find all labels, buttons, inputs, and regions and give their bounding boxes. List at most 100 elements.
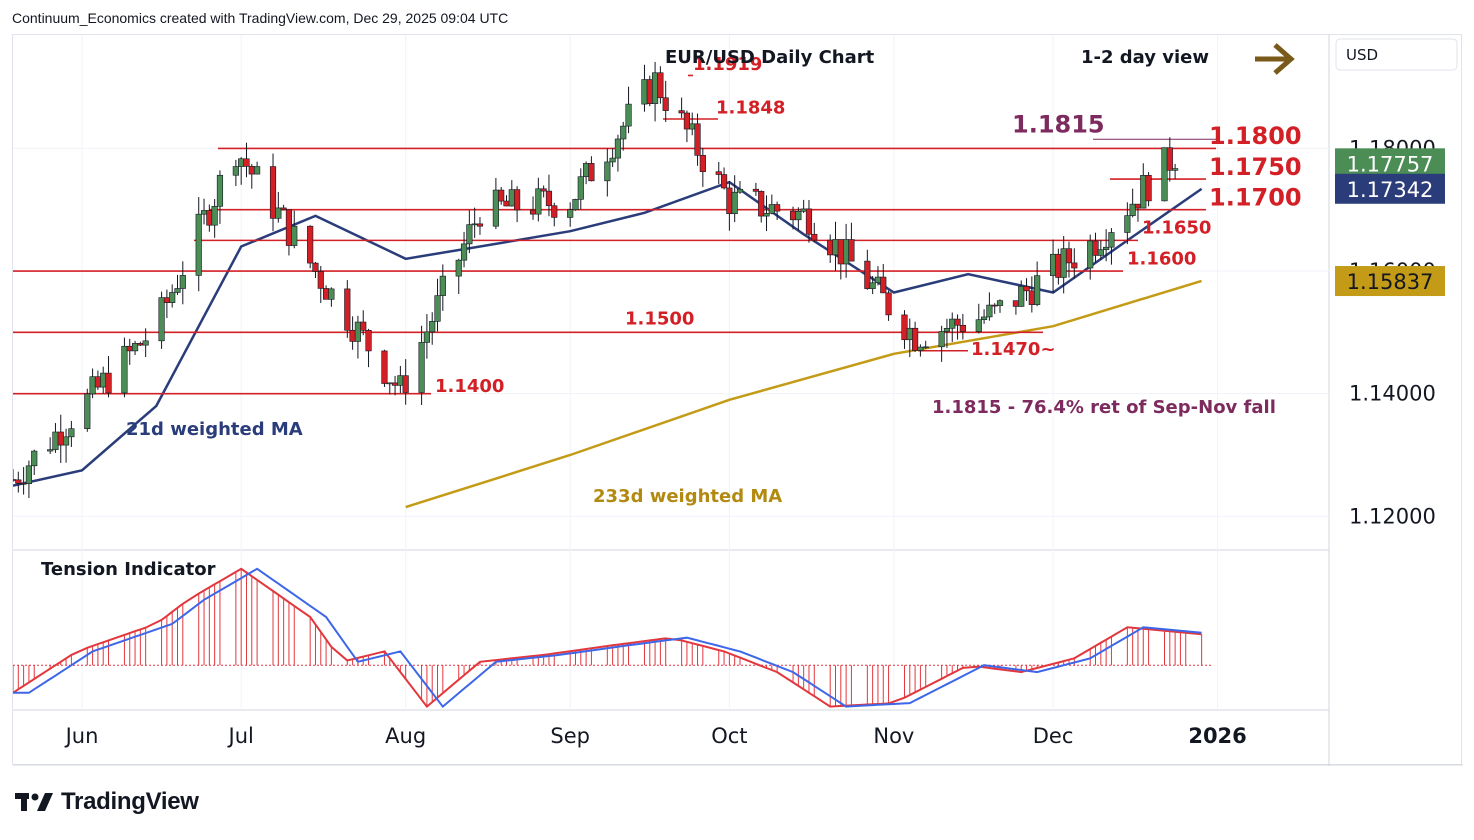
candle-body (476, 223, 484, 227)
candle-body (625, 103, 632, 127)
candles (9, 61, 1179, 499)
candle-body (89, 376, 96, 395)
candle-body (1161, 147, 1168, 202)
candle-body (200, 210, 208, 215)
candle-body (508, 189, 515, 207)
level-label: 1.1470~ (971, 339, 1056, 360)
candle-body (429, 321, 436, 333)
candle-body (174, 288, 181, 293)
candle-body (1129, 203, 1136, 216)
price-badge-label: 1.17342 (1347, 178, 1434, 202)
candle-body (68, 428, 75, 438)
candle-body (938, 331, 945, 348)
candle-body (216, 174, 224, 207)
candle-body (837, 239, 844, 265)
time-tick-label: Jun (64, 724, 99, 748)
candle-body (1166, 147, 1173, 171)
candle-body (514, 189, 521, 211)
candle-body (795, 210, 802, 221)
candle-body (620, 125, 627, 140)
time-tick-label: Sep (550, 724, 590, 748)
candle-body (1018, 286, 1025, 307)
candle-body (832, 239, 839, 256)
candle-body (471, 223, 478, 226)
candle-body (567, 209, 574, 218)
candle-body (758, 191, 765, 217)
candle-body (94, 376, 101, 388)
candle-body (763, 213, 770, 217)
candle-body (720, 174, 728, 189)
candle-body (158, 297, 165, 342)
candle-body (874, 276, 882, 284)
candle-body (811, 233, 818, 241)
candle-body (1172, 168, 1179, 171)
tension-indicator (12, 567, 1213, 709)
time-tick-label: Jul (227, 724, 254, 748)
candle-body (901, 314, 908, 341)
candle-body (285, 209, 293, 246)
candle-body (864, 260, 871, 289)
candle-body (683, 112, 691, 130)
candle-body (1060, 248, 1067, 278)
candle-body (662, 97, 669, 111)
candle-body (694, 123, 701, 156)
candle-body (943, 328, 951, 332)
candle-body (646, 79, 653, 104)
candle-body (402, 375, 409, 393)
candle-body (439, 275, 446, 296)
candle-body (752, 188, 759, 192)
candle-body (577, 176, 584, 200)
candle-body (641, 79, 648, 105)
tradingview-logo[interactable]: TradingView (15, 788, 199, 816)
candle-body (291, 225, 298, 246)
price-badge-label: 1.15837 (1347, 270, 1434, 294)
candle-body (657, 72, 664, 99)
candle-body (503, 200, 510, 207)
candle-body (678, 110, 685, 114)
candle-body (922, 346, 929, 349)
candle-body (386, 382, 393, 385)
chart-frame[interactable]: 1.1919 1.1848 1.1815 1.1800 1.1750 1.1700 1.16… (9, 34, 1463, 766)
candle-body (1071, 262, 1078, 269)
candle-body (275, 207, 282, 219)
candle-body (365, 330, 372, 352)
candle-body (455, 259, 462, 277)
candle-body (588, 163, 595, 182)
candle-body (169, 292, 176, 303)
candle-body (25, 465, 33, 484)
candle-body (105, 372, 112, 394)
candle-body (137, 343, 144, 346)
axes: 1.180001.160001.140001.12000JunJulAugSep… (64, 136, 1445, 748)
candle-body (827, 239, 834, 256)
candle-body (1034, 275, 1041, 305)
candle-body (492, 189, 499, 227)
time-tick-label: 2026 (1188, 724, 1246, 748)
candle-body (1124, 215, 1131, 233)
candle-body (996, 300, 1004, 306)
candle-body (142, 340, 149, 346)
candle-body (1097, 249, 1104, 256)
candle-body (322, 288, 330, 300)
price-badge-label: 1.17757 (1347, 152, 1434, 176)
candle-body (354, 321, 362, 342)
candle-body (418, 342, 425, 393)
candle-body (391, 382, 399, 386)
candle-body (47, 449, 54, 452)
candle-body (460, 243, 468, 261)
candle-body (843, 239, 850, 265)
candle-body (800, 208, 807, 212)
candle-body (529, 209, 537, 215)
candle-body (312, 262, 319, 272)
candle-body (381, 350, 388, 384)
currency-button[interactable]: USD (1335, 38, 1458, 71)
candle-body (609, 157, 616, 163)
candle-body (1023, 286, 1030, 292)
price-tick-label: 1.14000 (1349, 382, 1436, 406)
candle-body (100, 372, 107, 388)
candle-body (1049, 253, 1057, 276)
tradingview-logo-icon (15, 793, 53, 811)
candle-body (269, 166, 277, 219)
candle-body (1108, 232, 1115, 248)
